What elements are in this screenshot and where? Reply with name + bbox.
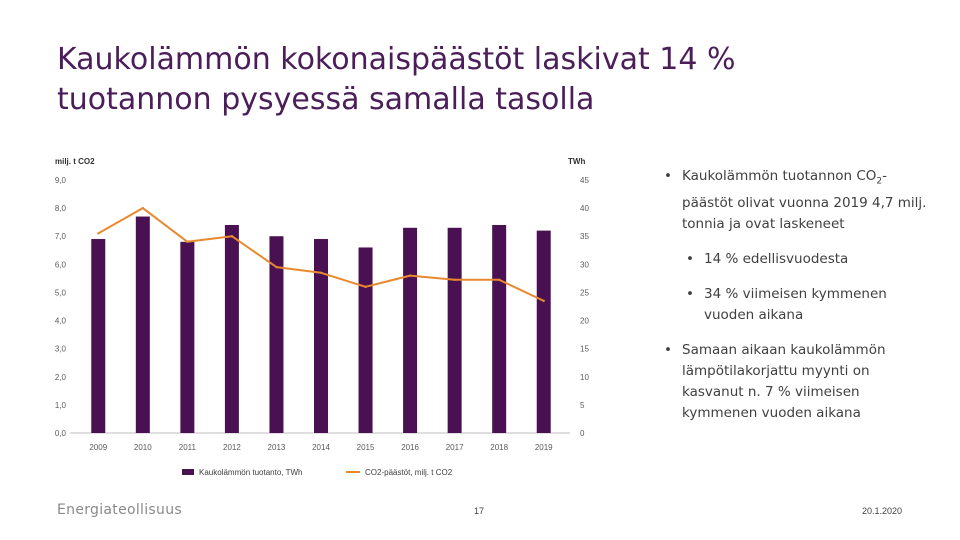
- y-left-tick-label: 1,0: [55, 401, 67, 410]
- bullet-dot: •: [686, 250, 694, 267]
- bar-2013: [269, 236, 284, 433]
- emissions-point-2012: [230, 235, 234, 238]
- bullet-dot: •: [664, 168, 672, 184]
- legend-swatch-production: [182, 469, 194, 475]
- emissions-point-2017: [453, 278, 456, 281]
- bar-2014: [314, 239, 328, 433]
- slide-date: 20.1.2020: [862, 506, 903, 516]
- y-left-tick-labels: 0,0 1,0 2,0 3,0 4,0 5,0 6,0 7,0 8,0 9,0: [55, 176, 67, 438]
- x-tick-labels: 2009 2010 2011 2012 2013 2014 2015 2016 2017 2018…: [89, 443, 553, 452]
- emissions-point-2010: [141, 206, 145, 210]
- x-tick-label: 2019: [535, 443, 553, 452]
- slide-title: Kaukolämmön kokonaispäästöt laskivat 14 …: [57, 40, 917, 120]
- y-right-tick-label: 25: [580, 288, 589, 297]
- y-right-tick-label: 10: [580, 373, 589, 382]
- emissions-point-2013: [275, 265, 278, 269]
- title-line-1: Kaukolämmön kokonaispäästöt laskivat 14 …: [57, 42, 736, 77]
- emissions-production-chart: milj. t CO2 TWh 0,0 1,0 2,0 3,0 4,0 5,0 6,0 7,0…: [55, 157, 590, 477]
- x-tick-label: 2018: [490, 443, 508, 452]
- y-right-tick-label: 30: [580, 260, 589, 269]
- bar-2011: [180, 241, 195, 433]
- x-tick-label: 2010: [134, 443, 152, 452]
- y-right-tick-label: 40: [580, 204, 589, 213]
- y-right-tick-label: 35: [580, 232, 589, 241]
- x-tick-label: 2013: [268, 443, 286, 452]
- bar-2016: [403, 227, 418, 433]
- x-tick-label: 2011: [179, 443, 197, 452]
- y-right-tick-label: 20: [580, 317, 589, 326]
- y-right-tick-label: 5: [580, 401, 585, 410]
- title-line-2: tuotannon pysyessä samalla tasolla: [57, 82, 595, 117]
- x-tick-label: 2012: [223, 443, 241, 452]
- bar-2018: [492, 224, 507, 433]
- bullet-text-1a: Kaukolämmön tuotannon CO: [682, 168, 877, 184]
- y-left-tick-label: 6,0: [55, 260, 67, 269]
- co2-subscript: 2: [876, 176, 883, 187]
- production-bars: [91, 216, 551, 433]
- emissions-point-2016: [408, 274, 412, 277]
- y-left-tick-label: 0,0: [55, 429, 67, 438]
- emissions-point-2014: [319, 271, 323, 274]
- y-left-tick-label: 9,0: [55, 176, 67, 185]
- bullet-list: • Kaukolämmön tuotannon CO2-päästöt oliv…: [660, 166, 930, 438]
- y-right-tick-label: 0: [580, 429, 585, 438]
- y-left-tick-label: 8,0: [55, 204, 67, 213]
- bar-2017: [447, 227, 462, 433]
- emissions-point-2011: [186, 240, 189, 244]
- company-logo: Energiateollisuus: [57, 502, 182, 518]
- bullet-decrease-year: • 14 % edellisvuodesta: [682, 249, 930, 270]
- bar-2012: [224, 224, 239, 433]
- bullet-decrease-decade: • 34 % viimeisen kymmenen vuoden aikana: [682, 284, 930, 326]
- y-left-axis: milj. t CO2: [55, 157, 95, 166]
- y-left-tick-label: 5,0: [55, 288, 67, 297]
- x-tick-label: 2017: [446, 443, 464, 452]
- y-left-axis-title: milj. t CO2: [55, 157, 95, 166]
- y-left-tick-label: 4,0: [55, 317, 67, 326]
- emissions-point-2019: [542, 299, 545, 303]
- bullet-text-1b: -päästöt olivat vuonna 2019 4,7 milj. to…: [682, 168, 927, 232]
- emissions-point-2015: [364, 285, 367, 289]
- chart-legend: Kaukolämmön tuotanto, TWh CO2-päästöt, m…: [182, 468, 453, 477]
- x-tick-label: 2016: [401, 443, 419, 452]
- bullet-dot: •: [664, 341, 672, 358]
- y-left-tick-label: 7,0: [55, 232, 67, 241]
- bar-2009: [91, 239, 106, 433]
- y-left-tick-label: 2,0: [55, 373, 67, 382]
- bullet-sales-growth: • Samaan aikaan kaukolämmön lämpötilakor…: [660, 340, 930, 424]
- bullet-emissions-2019: • Kaukolämmön tuotannon CO2-päästöt oliv…: [660, 166, 930, 235]
- bullet-dot: •: [686, 285, 694, 302]
- legend-label-emissions: CO2-päästöt, milj. t CO2: [365, 468, 453, 477]
- y-right-axis: TWh: [568, 157, 585, 166]
- legend-label-production: Kaukolämmön tuotanto, TWh: [199, 468, 302, 477]
- y-right-tick-labels: 0 5 10 15 20 25 30 35 40 45: [580, 176, 589, 438]
- y-right-tick-label: 15: [580, 345, 589, 354]
- page-number: 17: [474, 506, 485, 516]
- x-tick-label: 2009: [89, 443, 107, 452]
- y-left-tick-label: 3,0: [55, 345, 67, 354]
- bullet-text-2: 14 % edellisvuodesta: [704, 250, 849, 267]
- bar-2015: [358, 247, 373, 433]
- bullet-text-4: Samaan aikaan kaukolämmön lämpötilakorja…: [682, 341, 886, 421]
- y-right-tick-label: 45: [580, 176, 589, 185]
- emissions-line-series: [97, 206, 545, 303]
- bar-2010: [135, 216, 150, 433]
- emissions-point-2018: [497, 278, 501, 281]
- y-right-axis-title: TWh: [568, 157, 585, 166]
- bullet-text-3: 34 % viimeisen kymmenen vuoden aikana: [704, 285, 887, 323]
- bar-2019: [536, 230, 551, 433]
- emissions-point-2009: [97, 232, 100, 235]
- x-tick-label: 2015: [357, 443, 375, 452]
- x-tick-label: 2014: [312, 443, 330, 452]
